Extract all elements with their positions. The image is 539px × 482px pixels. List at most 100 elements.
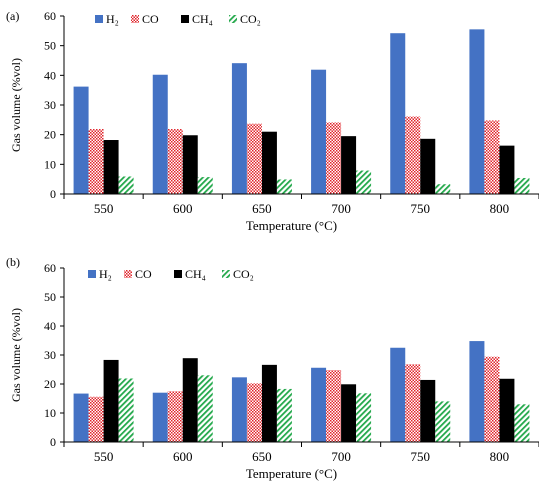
legend-swatch — [222, 270, 230, 278]
bar-ch-550 — [103, 140, 119, 194]
bar-co-650 — [246, 123, 262, 194]
bar-h-700 — [311, 69, 327, 194]
bar-h-550 — [73, 393, 89, 442]
bar-co-800 — [514, 404, 530, 442]
bar-co-550 — [88, 129, 104, 194]
x-tick-label: 600 — [173, 449, 193, 464]
bar-co-600 — [167, 391, 183, 442]
y-tick-label: 40 — [44, 319, 56, 333]
bar-co-650 — [246, 383, 262, 442]
bar-co-550 — [118, 378, 134, 442]
x-axis-title: Temperature (°C) — [246, 466, 337, 481]
bar-h-750 — [390, 33, 406, 195]
bar-ch-750 — [420, 138, 436, 194]
bar-co-750 — [435, 184, 451, 194]
y-tick-label: 40 — [44, 68, 56, 82]
y-tick-label: 30 — [44, 348, 56, 362]
x-tick-label: 800 — [490, 449, 510, 464]
y-tick-label: 10 — [44, 406, 56, 420]
chart-panel-a: (a) 0 10 20 30 40 50 60 550 600 650 700 750 800 Temper… — [6, 9, 539, 233]
bar-h-650 — [231, 63, 247, 194]
y-tick-label: 60 — [44, 261, 56, 275]
bar-co-700 — [326, 370, 342, 442]
bar-h-800 — [469, 29, 485, 194]
legend-swatch — [88, 270, 96, 278]
y-axis-title: Gas volume (%vol) — [9, 308, 23, 402]
legend-label: CH₄ — [185, 267, 206, 281]
x-tick-label: 550 — [94, 201, 114, 216]
legend-label: CO — [135, 267, 152, 281]
bar-ch-800 — [499, 145, 515, 194]
y-tick-label: 50 — [44, 39, 56, 53]
y-tick-label: 10 — [44, 157, 56, 171]
bar-co-750 — [405, 116, 421, 194]
bar-h-800 — [469, 341, 485, 442]
bar-ch-650 — [261, 364, 277, 442]
bar-co-650 — [276, 388, 292, 442]
legend-swatch — [181, 15, 189, 23]
legend-swatch — [174, 270, 182, 278]
legend-swatch — [131, 15, 139, 23]
y-tick-label: 20 — [44, 377, 56, 391]
x-tick-label: 700 — [331, 449, 351, 464]
x-tick-label: 650 — [252, 449, 272, 464]
y-tick-label: 30 — [44, 98, 56, 112]
bar-ch-750 — [420, 379, 436, 442]
x-tick-label: 600 — [173, 201, 193, 216]
legend-label: CH₄ — [192, 12, 213, 26]
bar-co-700 — [326, 122, 342, 194]
panel-label: (a) — [6, 9, 19, 23]
bar-h-600 — [152, 74, 168, 194]
bar-ch-700 — [341, 136, 357, 194]
panel-label: (b) — [6, 255, 20, 269]
bar-co-800 — [484, 356, 500, 442]
bar-h-550 — [73, 86, 89, 194]
bar-co-800 — [514, 177, 530, 194]
bar-ch-650 — [261, 131, 277, 194]
x-tick-label: 750 — [411, 449, 431, 464]
bar-h-600 — [152, 392, 168, 442]
bar-co-800 — [484, 120, 500, 194]
bar-ch-600 — [182, 135, 198, 194]
x-tick-label: 700 — [331, 201, 351, 216]
legend-swatch — [229, 15, 237, 23]
bar-h-700 — [311, 367, 327, 442]
y-tick-label: 0 — [50, 435, 56, 449]
chart-panel-b: (b) 0 10 20 30 40 50 60 550 600 650 700 750 800 Temper… — [6, 255, 539, 481]
y-tick-label: 60 — [44, 9, 56, 23]
bar-ch-550 — [103, 359, 119, 442]
bar-h-750 — [390, 347, 406, 442]
x-tick-label: 750 — [411, 201, 431, 216]
y-tick-label: 50 — [44, 290, 56, 304]
y-tick-label: 20 — [44, 128, 56, 142]
bar-co-600 — [197, 177, 213, 194]
legend-label: H₂ — [99, 267, 112, 281]
bar-co-750 — [435, 401, 451, 442]
x-tick-label: 550 — [94, 449, 114, 464]
bar-co-650 — [276, 179, 292, 194]
bar-co-600 — [197, 375, 213, 442]
bar-co-550 — [88, 396, 104, 442]
bar-co-750 — [405, 364, 421, 442]
bar-ch-800 — [499, 378, 515, 442]
x-axis-title: Temperature (°C) — [246, 218, 337, 233]
legend: H₂ CO CH₄ CO₂ — [88, 267, 254, 281]
bar-h-650 — [231, 377, 247, 442]
legend-label: CO₂ — [240, 12, 261, 26]
y-tick-label: 0 — [50, 187, 56, 201]
bar-ch-700 — [341, 384, 357, 442]
bar-co-600 — [167, 129, 183, 194]
legend-label: CO₂ — [233, 267, 254, 281]
legend-label: H₂ — [106, 12, 119, 26]
y-axis-title: Gas volume (%vol) — [9, 58, 23, 152]
bar-co-700 — [356, 170, 372, 194]
x-tick-label: 650 — [252, 201, 272, 216]
legend-swatch — [95, 15, 103, 23]
bar-co-700 — [356, 393, 372, 442]
x-tick-label: 800 — [490, 201, 510, 216]
bar-co-550 — [118, 176, 134, 194]
legend-label: CO — [142, 12, 159, 26]
legend: H₂ CO CH₄ CO₂ — [95, 12, 261, 26]
legend-swatch — [124, 270, 132, 278]
